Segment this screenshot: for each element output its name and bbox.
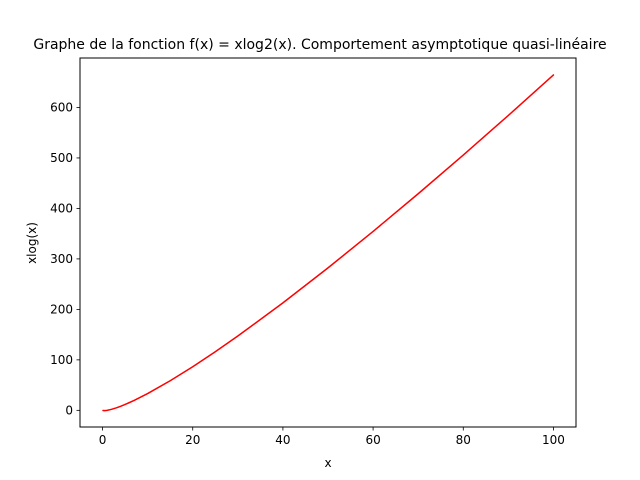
y-tick-label: 300	[50, 252, 73, 266]
x-tick-label: 20	[185, 433, 200, 447]
plot-area	[102, 74, 555, 412]
x-tick-label: 60	[365, 433, 380, 447]
x-tick-label: 40	[275, 433, 290, 447]
chart-title: Graphe de la fonction f(x) = xlog2(x). C…	[33, 37, 606, 53]
x-tick-label: 80	[456, 433, 471, 447]
plot-frame	[79, 57, 577, 428]
y-tick-label: 500	[50, 151, 73, 165]
y-axis-label: xlog(x)	[25, 222, 39, 264]
series-line-0	[102, 74, 555, 412]
x-tick-label: 100	[542, 433, 565, 447]
y-axis: 0 100 200 300 400 500 600	[50, 100, 80, 417]
y-tick-label: 200	[50, 302, 73, 316]
x-tick-label: 0	[99, 433, 107, 447]
x-axis: 0 20 40 60 80 100	[99, 427, 565, 447]
y-tick-label: 400	[50, 201, 73, 215]
y-tick-label: 0	[65, 403, 73, 417]
y-tick-label: 600	[50, 100, 73, 114]
y-tick-label: 100	[50, 353, 73, 367]
x-axis-label: x	[324, 456, 331, 470]
